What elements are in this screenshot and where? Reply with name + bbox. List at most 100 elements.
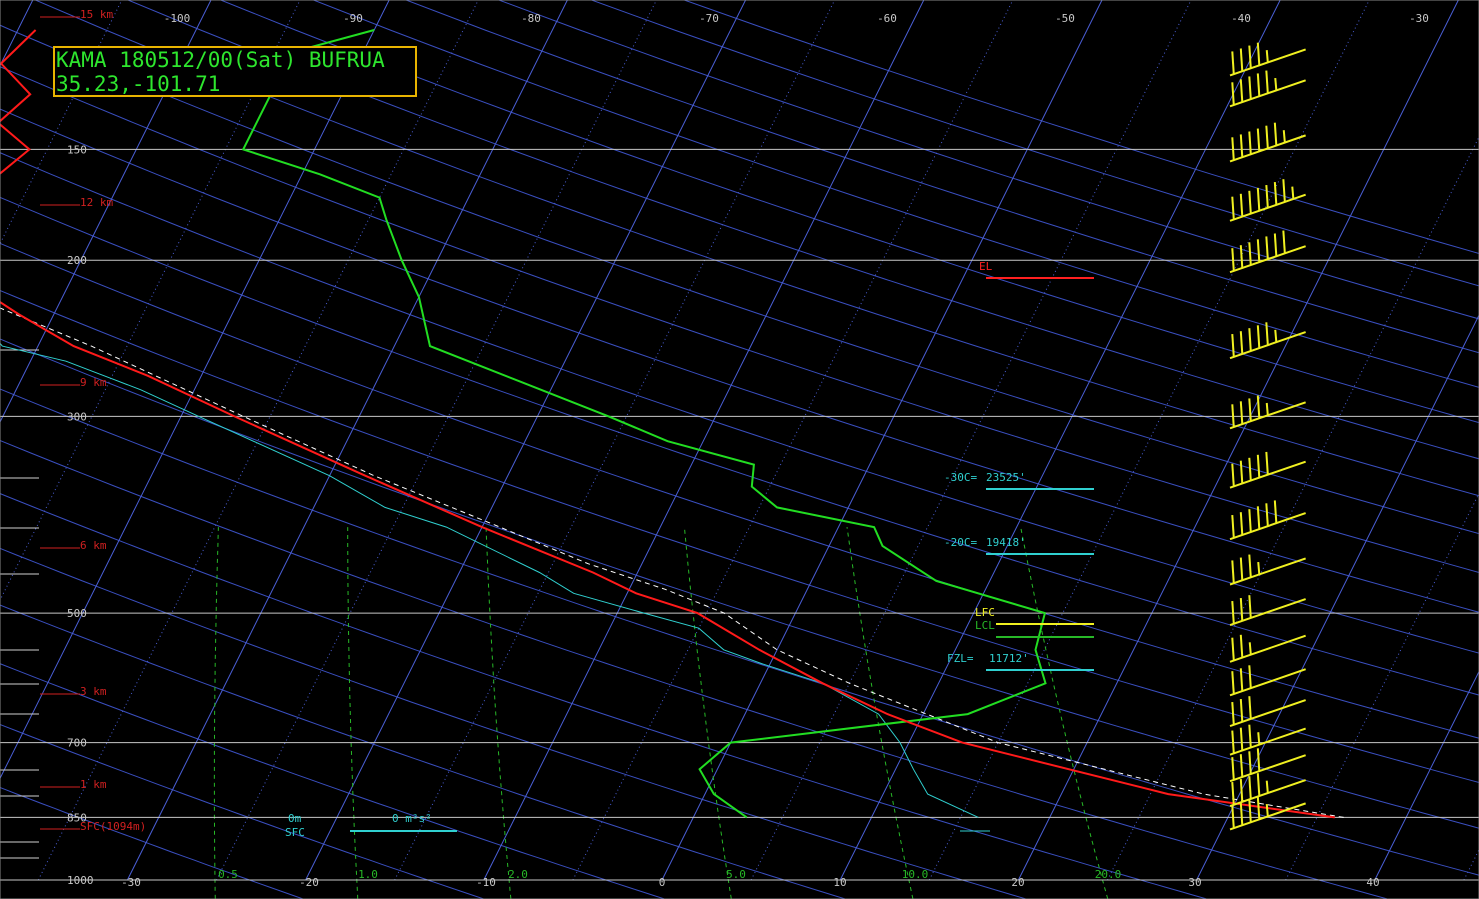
- wind-barb-flag: [1239, 79, 1244, 103]
- wind-barb-flag: [1231, 515, 1235, 538]
- wind-barb-flag: [1239, 557, 1244, 581]
- wind-barb-half-flag: [1257, 561, 1261, 575]
- isotherm-line: [126, 0, 568, 881]
- height-label: 9 km: [80, 376, 107, 389]
- wind-barb-flag: [1248, 696, 1252, 720]
- wind-barb-flag: [1248, 190, 1252, 214]
- wind-barb-flag: [1239, 802, 1244, 826]
- wind-barb-half-flag: [1265, 780, 1269, 794]
- mixing-ratio-label: 0.5: [218, 868, 238, 881]
- dry-adiabat-line: [0, 604, 845, 899]
- bottom-temp-label: 30: [1188, 876, 1201, 889]
- isotherm-line: [1196, 314, 1479, 881]
- wind-barb-flag: [1239, 331, 1244, 354]
- wind-barb-flag: [1231, 463, 1235, 487]
- wind-barb-flag: [1248, 665, 1252, 689]
- wind-barb-flag: [1239, 512, 1244, 535]
- wind-barb-flag: [1248, 457, 1252, 481]
- height-label: 1 km: [80, 778, 107, 791]
- wind-barb-flag: [1282, 179, 1286, 202]
- wind-barb-flag: [1239, 598, 1244, 621]
- wind-barb-flag: [1239, 727, 1244, 751]
- wind-barb-flag: [1231, 334, 1235, 357]
- mixing-ratio-label: 20.0: [1095, 868, 1122, 881]
- wind-barb-flag: [1248, 776, 1252, 799]
- temperature-line: [0, 29, 1335, 819]
- wind-barb-flag: [1282, 230, 1286, 254]
- fzl-level-value: 11712': [989, 652, 1029, 665]
- wind-barb-half-flag: [1274, 329, 1278, 343]
- pressure-label: 700: [67, 737, 87, 750]
- top-temp-label: -100: [164, 12, 191, 25]
- wind-barb-flag: [1248, 131, 1252, 155]
- wind-barb-flag: [1256, 773, 1261, 797]
- mixing-ratio-label: 10.0: [902, 868, 929, 881]
- wind-barb-flag: [1239, 754, 1244, 778]
- wind-barb-half-flag: [1265, 803, 1269, 817]
- wind-barb-flag: [1239, 460, 1244, 484]
- isotherm-line: [0, 0, 212, 424]
- wind-barb-flag: [1256, 187, 1261, 211]
- isotherm-line: [483, 0, 925, 881]
- location-line: 35.23,-101.71: [56, 72, 221, 96]
- wind-barb-flag: [1265, 236, 1269, 260]
- helicity-sfc-label: SFC: [285, 826, 305, 839]
- wind-barb-flag: [1273, 182, 1278, 205]
- dry-adiabat-line: [0, 723, 484, 899]
- wind-barb-flag: [1256, 128, 1261, 152]
- top-temp-label: -60: [877, 12, 897, 25]
- wind-barb-flag: [1239, 634, 1244, 658]
- wind-barb-flag: [1248, 242, 1252, 266]
- height-label: SFC(1094m): [80, 820, 146, 833]
- el-level-label: EL: [979, 260, 993, 273]
- wind-barb-flag: [1231, 82, 1235, 106]
- lcl-level-label: LCL: [975, 619, 995, 632]
- wind-barb-flag: [1256, 325, 1261, 349]
- wind-barb-flag: [1231, 560, 1235, 584]
- wind-barb-flag: [1231, 671, 1235, 695]
- bottom-temp-label: 20: [1011, 876, 1024, 889]
- bottom-temp-label: -30: [121, 876, 141, 889]
- wind-barb-flag: [1248, 724, 1252, 748]
- wind-barb-flag: [1231, 781, 1235, 805]
- wind-barb-half-flag: [1265, 402, 1269, 416]
- wind-barb-flag: [1256, 395, 1261, 419]
- wind-barb-flag: [1231, 730, 1235, 754]
- wind-barb-half-flag: [1257, 732, 1261, 745]
- pressure-label: 850: [67, 811, 87, 824]
- bottom-temp-label: -10: [476, 876, 496, 889]
- top-temp-label: -30: [1409, 12, 1429, 25]
- wind-barb-flag: [1265, 503, 1269, 527]
- minus20-level-label: -20C=: [944, 536, 977, 549]
- wind-barb-flag: [1231, 137, 1235, 161]
- mixing-ratio-line: [347, 527, 359, 899]
- isotherm-line: [839, 0, 1281, 881]
- top-temp-label: -90: [343, 12, 363, 25]
- bottom-temp-label: -20: [299, 876, 319, 889]
- wind-barb-flag: [1239, 134, 1244, 158]
- wind-barb-flag: [1256, 73, 1261, 97]
- wind-barb-flag: [1265, 184, 1269, 208]
- wind-barb-flag: [1231, 805, 1235, 829]
- dry-adiabat-line: [219, 0, 1479, 424]
- top-temp-label: -80: [521, 12, 541, 25]
- wind-barb-flag: [1248, 328, 1252, 352]
- wind-barb-flag: [1265, 125, 1269, 149]
- mixing-ratio-line: [683, 527, 732, 899]
- dewpoint-line: [241, 29, 1047, 819]
- dry-adiabat-line: [0, 493, 1207, 899]
- wind-barb-half-flag: [1265, 50, 1269, 63]
- wind-barb-flag: [1248, 398, 1252, 422]
- wind-barb-flag: [1231, 701, 1235, 725]
- mixing-ratio-line: [1020, 527, 1109, 899]
- wind-barb-flag: [1231, 637, 1235, 661]
- dry-adiabat-line: [0, 439, 1388, 899]
- wind-barb-flag: [1256, 796, 1261, 820]
- height-label: 12 km: [80, 196, 113, 209]
- top-temp-label: -40: [1231, 12, 1251, 25]
- wind-barb-flag: [1248, 751, 1252, 775]
